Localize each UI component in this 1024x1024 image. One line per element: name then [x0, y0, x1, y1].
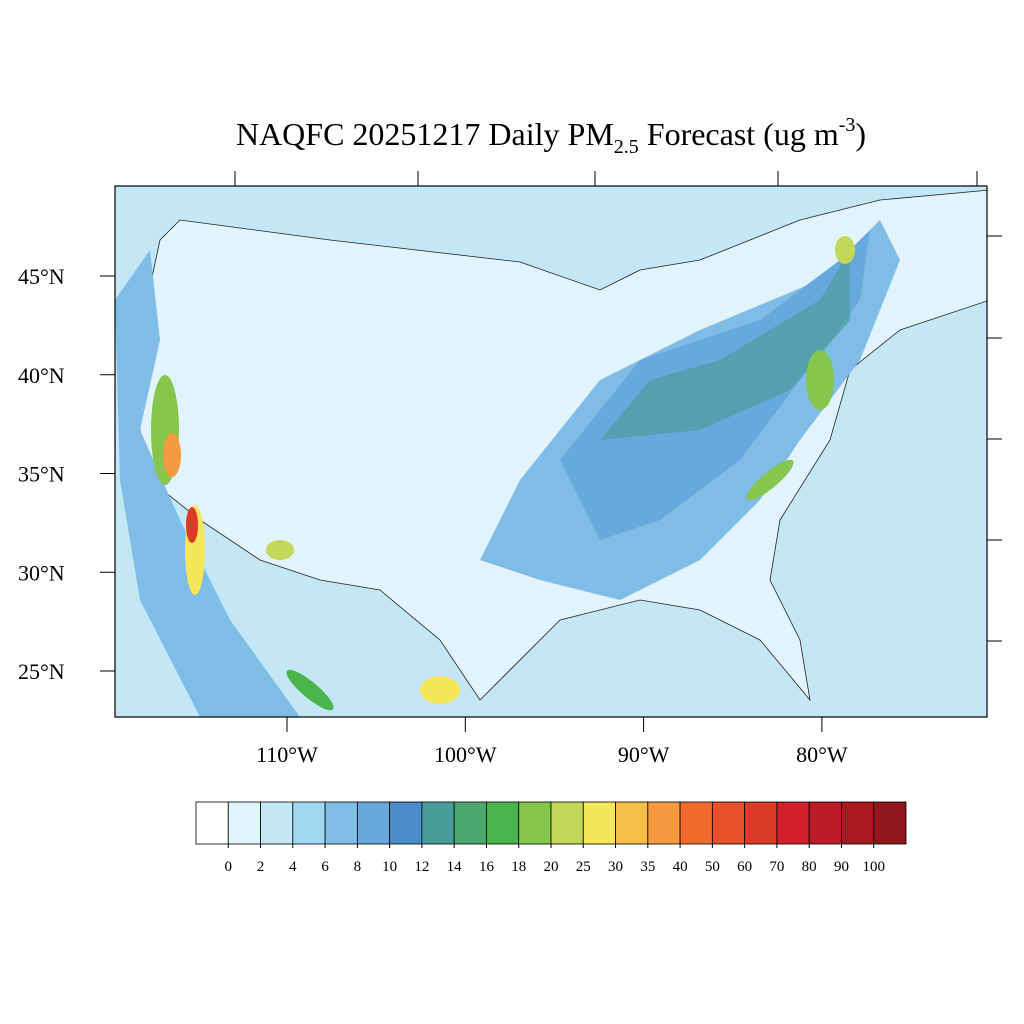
colorbar-box: [486, 801, 520, 845]
colorbar-box: [227, 801, 261, 845]
lon-label: 110°W: [256, 742, 318, 767]
title: NAQFC 20251217 Daily PM2.5 Forecast (ug …: [236, 114, 866, 158]
colorbar-box: [324, 801, 358, 845]
colorbar-label: 6: [321, 859, 329, 875]
colorbar-box: [808, 801, 842, 845]
colorbar-label: 100: [862, 859, 885, 875]
title-unit: Forecast (ug m: [639, 116, 839, 152]
colorbar-box: [776, 801, 810, 845]
map-field: [115, 186, 987, 717]
colorbar-label: 70: [769, 859, 784, 875]
colorbar-label: 14: [447, 859, 463, 875]
colorbar-box: [550, 801, 584, 845]
lat-label: 25°N: [18, 659, 65, 684]
colorbar-box: [841, 801, 875, 845]
colorbar-label: 80: [802, 859, 817, 875]
colorbar-label: 18: [511, 859, 526, 875]
colorbar-label: 20: [544, 859, 559, 875]
colorbar-box: [582, 801, 616, 845]
colorbar-box: [292, 801, 326, 845]
colorbar-label: 90: [834, 859, 849, 875]
lon-label: 90°W: [618, 742, 670, 767]
colorbar-label: 30: [608, 859, 623, 875]
lat-label: 45°N: [18, 264, 65, 289]
title-sub: 2.5: [614, 136, 639, 158]
colorbar-box: [195, 801, 229, 845]
colorbar-label: 0: [225, 859, 233, 875]
lat-label: 35°N: [18, 462, 65, 487]
colorbar-box: [518, 801, 552, 845]
map-frame: [114, 185, 988, 718]
colorbar-label: 35: [640, 859, 655, 875]
title-main: NAQFC 20251217 Daily PM: [236, 116, 614, 152]
colorbar-box: [389, 801, 423, 845]
colorbar-box: [421, 801, 455, 845]
lon-label: 80°W: [796, 742, 848, 767]
lon-label: 100°W: [434, 742, 497, 767]
colorbar-label: 16: [479, 859, 495, 875]
colorbar-box: [711, 801, 746, 845]
frame-ticks: [234, 171, 1002, 642]
colorbar-box: [873, 801, 907, 845]
colorbar-label: 8: [354, 859, 362, 875]
title-sup: -3: [839, 114, 856, 136]
colorbar-box: [615, 801, 649, 845]
colorbar-label: 2: [257, 859, 265, 875]
title-close: ): [855, 116, 866, 152]
colorbar-label: 12: [414, 859, 429, 875]
colorbar-box: [260, 801, 294, 845]
colorbar-box: [679, 801, 713, 845]
colorbar-box: [356, 801, 391, 845]
colorbar-label: 25: [576, 859, 591, 875]
colorbar-label: 4: [289, 859, 297, 875]
colorbar-label: 10: [382, 859, 397, 875]
colorbar-box: [453, 801, 487, 845]
lat-label: 40°N: [18, 363, 65, 388]
colorbar-box: [744, 801, 778, 845]
colorbar-label: 40: [673, 859, 688, 875]
lat-label: 30°N: [18, 560, 65, 585]
colorbar-label: 60: [737, 859, 752, 875]
colorbar-box: [647, 801, 681, 845]
colorbar-label: 50: [705, 859, 720, 875]
